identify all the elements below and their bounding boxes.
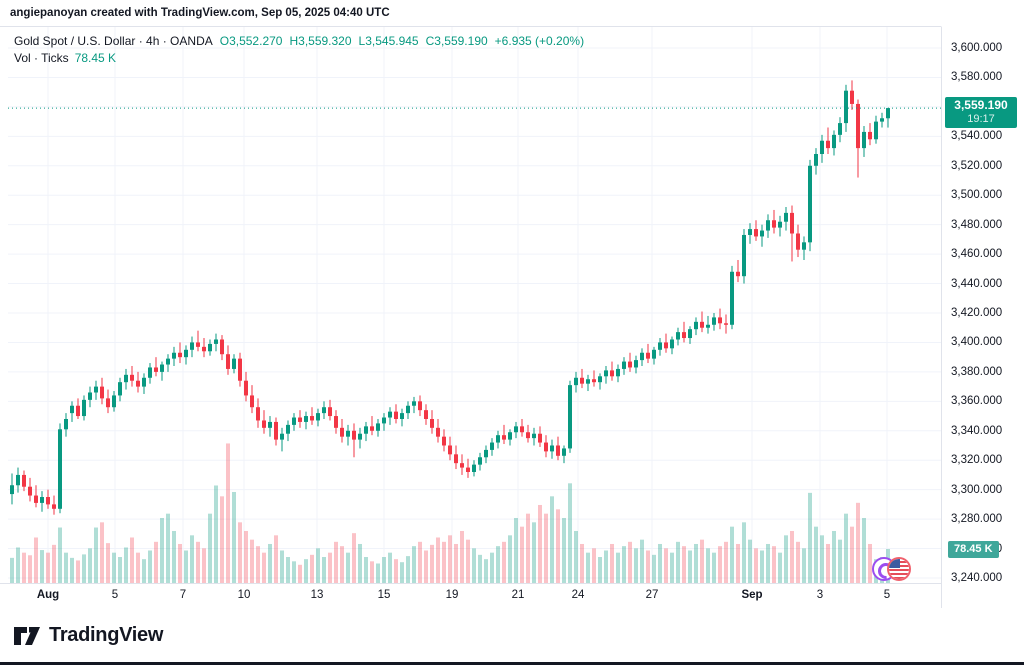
high-label: H [289, 34, 299, 48]
time-tick-label: Sep [741, 589, 763, 601]
symbol-logo-pair [872, 556, 916, 583]
price-tick-label: 3,380.000 [951, 365, 1003, 378]
price-tick-label: 3,480.000 [951, 218, 1003, 231]
low-value: 3,545.945 [365, 34, 419, 48]
volume-legend: Vol · Ticks 78.45 K [14, 51, 116, 65]
volume-value: 78.45 K [74, 51, 117, 65]
price-tick-label: 3,520.000 [951, 159, 1003, 172]
price-tick-label: 3,280.000 [951, 513, 1003, 526]
price-tick-label: 3,400.000 [951, 336, 1003, 349]
price-tick-label: 3,240.000 [951, 571, 1003, 584]
time-tick-label: 13 [310, 589, 324, 601]
time-tick-label: 10 [237, 589, 251, 601]
price-axis[interactable]: 3,600.0003,580.0003,560.0003,540.0003,52… [941, 0, 1024, 608]
volume-label: Vol · Ticks [14, 51, 69, 65]
tradingview-logo-icon [14, 626, 40, 645]
bottom-border [0, 662, 1024, 665]
time-tick-label: 21 [511, 589, 525, 601]
time-tick-label: 5 [883, 589, 891, 601]
price-tick-label: 3,500.000 [951, 189, 1003, 202]
time-tick-label: 27 [645, 589, 659, 601]
change-value: +6.935 (+0.20%) [494, 34, 585, 48]
price-tick-label: 3,320.000 [951, 454, 1003, 467]
close-label: C [425, 34, 435, 48]
price-tick-label: 3,360.000 [951, 395, 1003, 408]
time-tick-label: 7 [179, 589, 187, 601]
tradingview-branding: TradingView [14, 624, 163, 647]
close-value: 3,559.190 [434, 34, 488, 48]
chart-legend: Gold Spot / U.S. Dollar · 4h · OANDA O3,5… [14, 33, 584, 50]
price-tick-label: 3,300.000 [951, 483, 1003, 496]
bar-countdown: 19:17 [967, 113, 995, 126]
tradingview-wordmark: TradingView [49, 624, 164, 646]
price-tick-label: 3,580.000 [951, 71, 1003, 84]
low-label: L [358, 34, 366, 48]
last-price-value: 3,559.190 [954, 98, 1008, 113]
price-tick-label: 3,420.000 [951, 306, 1003, 319]
price-tick-label: 3,340.000 [951, 424, 1003, 437]
time-tick-label: 5 [111, 589, 119, 601]
symbol-title: Gold Spot / U.S. Dollar · 4h · OANDA [14, 34, 213, 48]
time-tick-label: Aug [36, 589, 60, 601]
time-tick-label: 19 [445, 589, 459, 601]
high-value: 3,559.320 [298, 34, 352, 48]
time-axis[interactable]: Aug 5 7 10 13 15 19 21 24 27 Sep 3 5 [0, 583, 941, 608]
last-volume-badge: 78.45 K [948, 540, 999, 558]
open-label: O [219, 34, 230, 48]
time-tick-label: 3 [816, 589, 824, 601]
attribution-text: angiepanoyan created with TradingView.co… [10, 7, 390, 19]
price-tick-label: 3,460.000 [951, 248, 1003, 261]
open-value: 3,552.270 [229, 34, 283, 48]
price-tick-label: 3,540.000 [951, 130, 1003, 143]
price-tick-label: 3,600.000 [951, 42, 1003, 54]
time-tick-label: 15 [377, 589, 391, 601]
last-price-badge: 3,559.190 19:17 [945, 97, 1017, 129]
time-tick-label: 24 [571, 589, 585, 601]
us-flag-icon [887, 557, 911, 581]
price-tick-label: 3,440.000 [951, 277, 1003, 290]
